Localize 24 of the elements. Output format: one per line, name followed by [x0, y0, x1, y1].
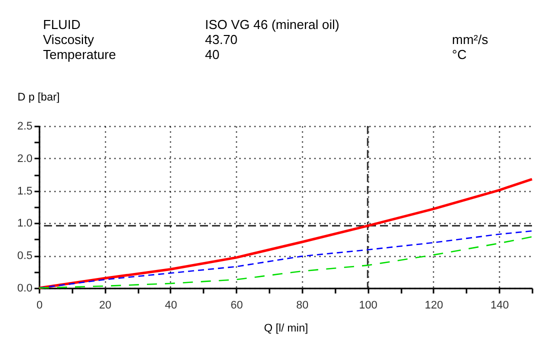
y-tick-label: 2.5 — [17, 120, 32, 132]
text: FLUID — [43, 17, 81, 32]
x-tick-label: 0 — [36, 300, 43, 312]
text: Viscosity — [43, 32, 95, 47]
text: Temperature — [43, 47, 116, 62]
text: 40 — [205, 47, 220, 62]
text: 43.70 — [205, 32, 238, 47]
y-tick-label: 1.0 — [17, 218, 32, 230]
x-tick-label: 80 — [296, 300, 309, 312]
text: ISO VG 46 (mineral oil) — [205, 17, 340, 32]
x-axis-title: Q [l/ min] — [264, 322, 308, 334]
y-tick-label: 2.0 — [17, 152, 32, 165]
text: °C — [452, 47, 467, 62]
x-tick-label: 60 — [230, 300, 243, 312]
text: mm²/s — [452, 32, 489, 47]
y-tick-label: 1.5 — [17, 185, 32, 198]
y-axis-title: D p [bar] — [18, 92, 60, 104]
x-tick-label: 20 — [99, 300, 112, 312]
x-tick-label: 140 — [490, 300, 509, 312]
x-tick-label: 120 — [424, 300, 444, 312]
y-tick-label: 0.0 — [17, 282, 32, 294]
y-tick-label: 0.5 — [17, 250, 32, 262]
x-tick-label: 100 — [358, 300, 378, 312]
x-tick-label: 40 — [164, 300, 178, 312]
